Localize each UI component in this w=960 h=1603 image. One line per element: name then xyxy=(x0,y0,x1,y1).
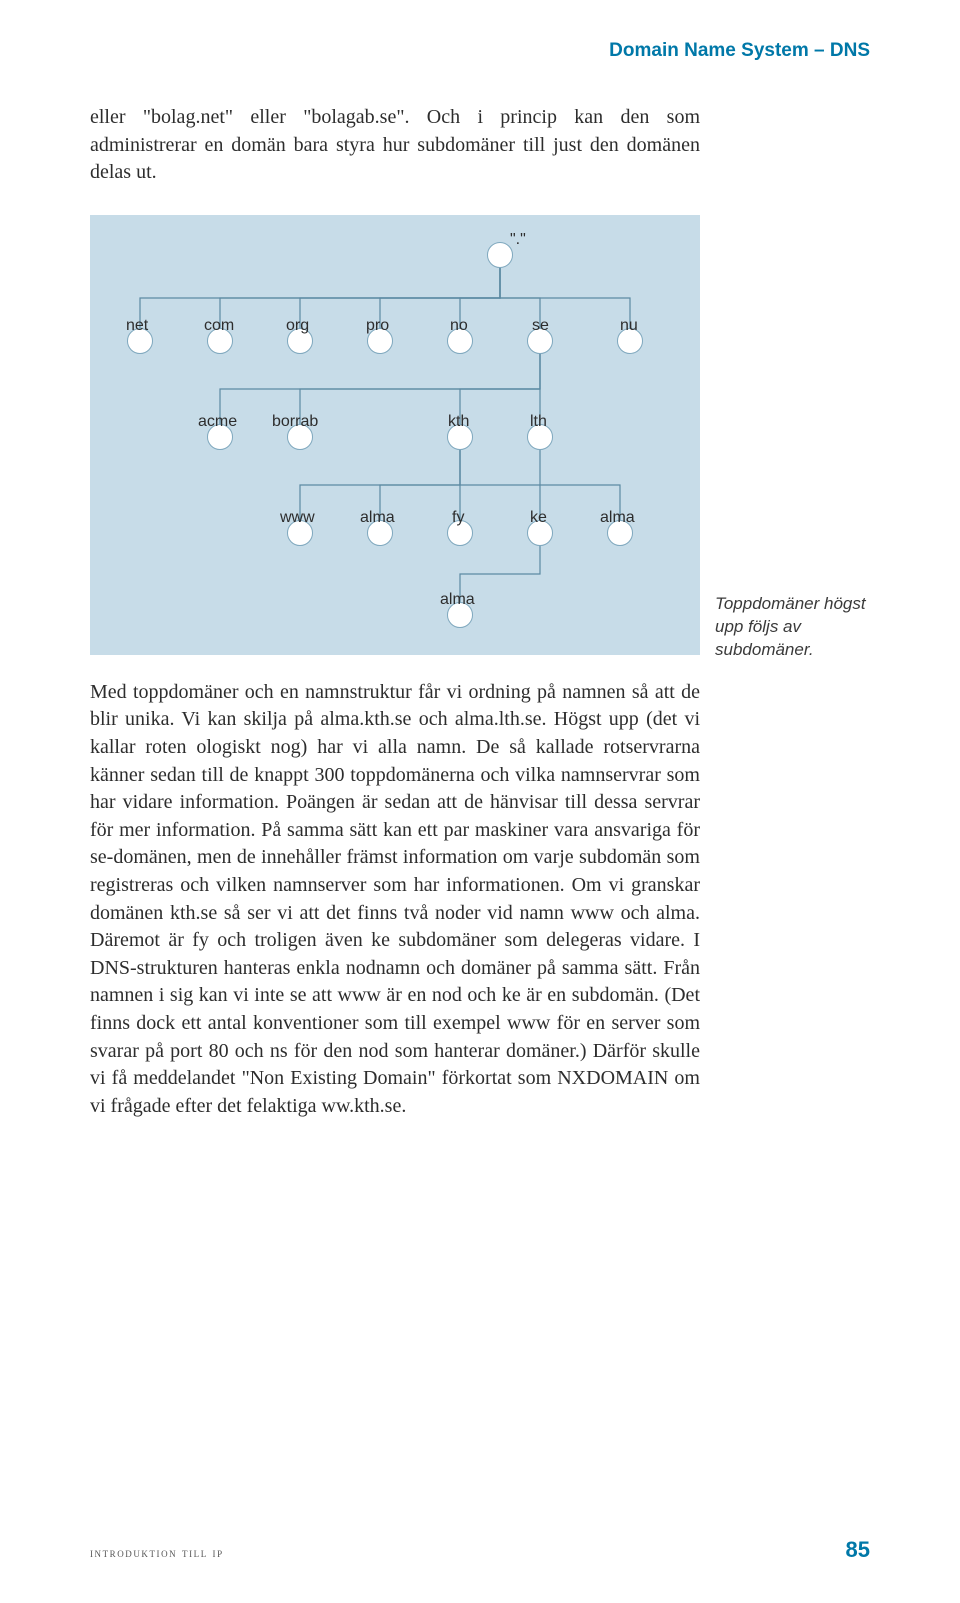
intro-paragraph: eller "bolag.net" eller "bolagab.se". Oc… xyxy=(90,104,870,187)
header-title: Domain Name System – DNS xyxy=(609,40,870,61)
tree-label-net: net xyxy=(126,317,148,335)
tree-label-fy: fy xyxy=(452,509,464,527)
tree-label-lth: lth xyxy=(530,413,547,431)
footer-book-title: introduktion till ip xyxy=(90,1545,224,1561)
tree-label-nu: nu xyxy=(620,317,638,335)
tree-label-borrab: borrab xyxy=(272,413,318,431)
tree-label-www: www xyxy=(280,509,315,527)
tree-label-pro: pro xyxy=(366,317,389,335)
page-header: Domain Name System – DNS xyxy=(90,40,870,62)
tree-label-kth: kth xyxy=(448,413,469,431)
tree-label-acme: acme xyxy=(198,413,237,431)
tree-label-org: org xyxy=(286,317,309,335)
tree-label-ke: ke xyxy=(530,509,547,527)
tree-label-alma1: alma xyxy=(360,509,395,527)
diagram-wrap: "." net com org pro no se nu acme borrab kth lth www… xyxy=(90,215,870,655)
tree-label-se: se xyxy=(532,317,549,335)
footer-page-number: 85 xyxy=(846,1537,870,1563)
diagram-caption: Toppdomäner högst upp följs av subdomäne… xyxy=(715,593,870,662)
dns-tree-diagram: "." net com org pro no se nu acme borrab kth lth www… xyxy=(90,215,700,655)
body-wrap: Med toppdomäner och en namnstruktur får … xyxy=(90,679,870,1121)
body-paragraph: Med toppdomäner och en namnstruktur får … xyxy=(90,679,700,1121)
tree-label-root: "." xyxy=(510,231,526,249)
tree-label-alma3: alma xyxy=(440,591,475,609)
tree-label-no: no xyxy=(450,317,468,335)
tree-label-alma2: alma xyxy=(600,509,635,527)
tree-label-com: com xyxy=(204,317,234,335)
page-footer: introduktion till ip 85 xyxy=(90,1537,870,1563)
